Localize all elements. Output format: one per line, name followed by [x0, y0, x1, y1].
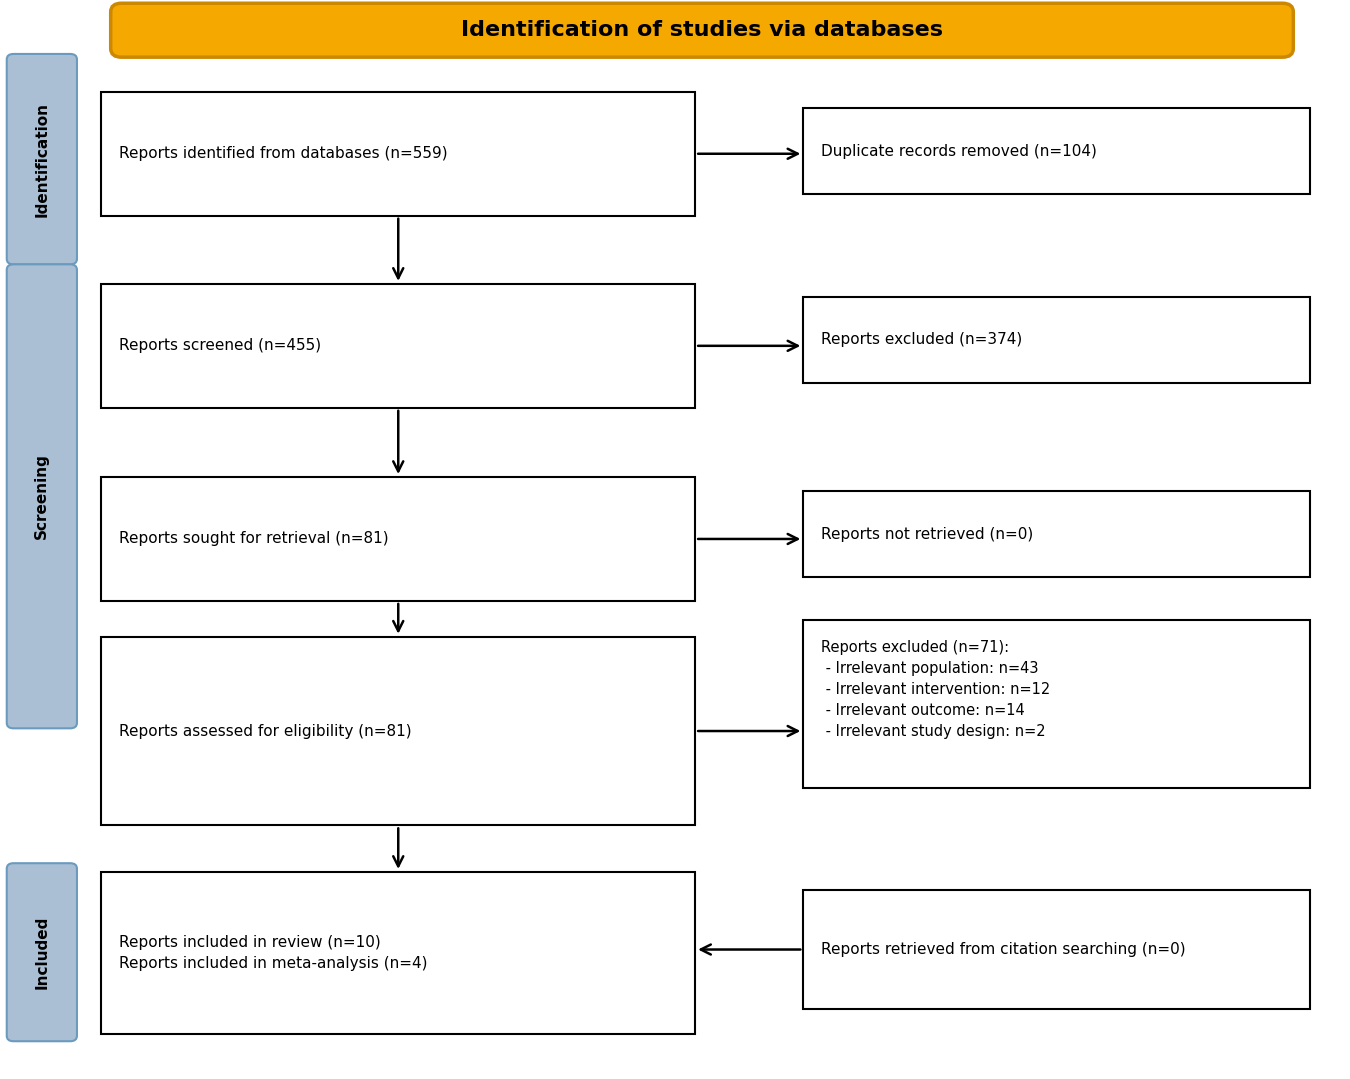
Bar	[803, 620, 1310, 788]
Text: Reports screened (n=455): Reports screened (n=455)	[119, 339, 321, 353]
Bar	[101, 637, 695, 825]
Text: Reports assessed for eligibility (n=81): Reports assessed for eligibility (n=81)	[119, 724, 412, 738]
Text: Reports not retrieved (n=0): Reports not retrieved (n=0)	[821, 527, 1033, 542]
Bar	[803, 108, 1310, 194]
Text: Reports included in review (n=10)
Reports included in meta-analysis (n=4): Reports included in review (n=10) Report…	[119, 934, 428, 971]
Bar	[101, 92, 695, 216]
Text: Reports identified from databases (n=559): Reports identified from databases (n=559…	[119, 147, 447, 161]
Bar	[803, 297, 1310, 383]
Text: Reports excluded (n=71):
 - Irrelevant population: n=43
 - Irrelevant interventi: Reports excluded (n=71): - Irrelevant po…	[821, 640, 1050, 739]
Text: Included: Included	[34, 915, 50, 989]
Text: Reports sought for retrieval (n=81): Reports sought for retrieval (n=81)	[119, 532, 389, 546]
Text: Reports excluded (n=374): Reports excluded (n=374)	[821, 332, 1022, 347]
Bar	[101, 284, 695, 408]
FancyBboxPatch shape	[7, 54, 77, 264]
Bar	[101, 477, 695, 601]
Bar	[803, 890, 1310, 1009]
Bar	[101, 872, 695, 1034]
FancyBboxPatch shape	[111, 3, 1293, 57]
FancyBboxPatch shape	[7, 863, 77, 1041]
Text: Duplicate records removed (n=104): Duplicate records removed (n=104)	[821, 144, 1096, 159]
Bar	[803, 491, 1310, 577]
Text: Identification of studies via databases: Identification of studies via databases	[460, 21, 944, 40]
Text: Identification: Identification	[34, 101, 50, 217]
Text: Reports retrieved from citation searching (n=0): Reports retrieved from citation searchin…	[821, 942, 1185, 957]
Text: Screening: Screening	[34, 453, 50, 540]
FancyBboxPatch shape	[7, 264, 77, 728]
